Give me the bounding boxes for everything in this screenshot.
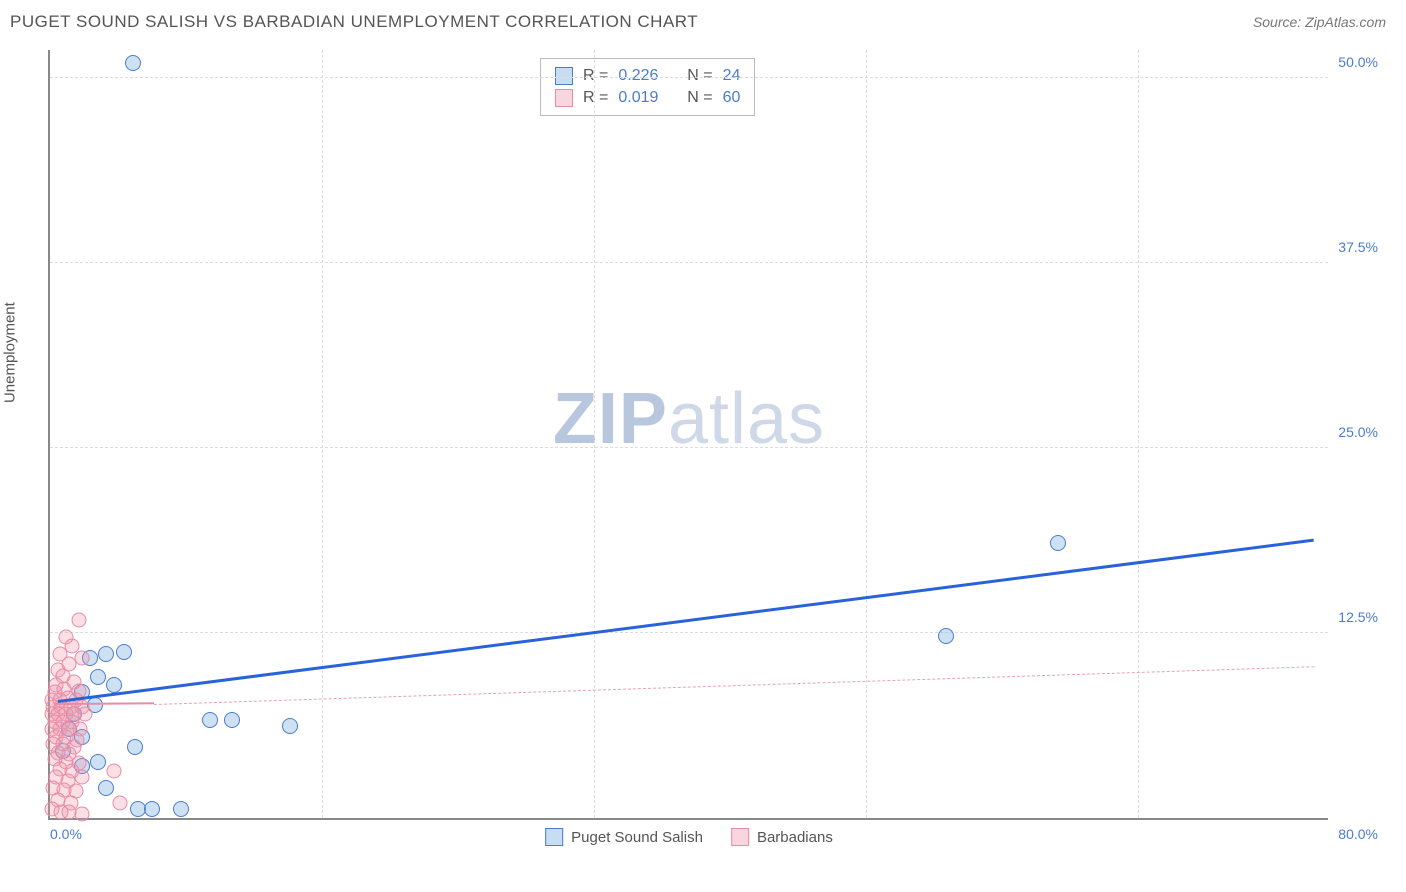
source-label: Source: ZipAtlas.com	[1253, 14, 1386, 30]
legend-swatch	[555, 89, 573, 107]
data-point	[127, 739, 143, 755]
stats-box: R =0.226 N =24R =0.019 N =60	[540, 58, 755, 116]
data-point	[1050, 535, 1066, 551]
legend-swatch	[731, 828, 749, 846]
legend-swatch	[545, 828, 563, 846]
data-point	[116, 644, 132, 660]
data-point	[173, 801, 189, 817]
plot-area: ZIPatlas R =0.226 N =24R =0.019 N =60 Pu…	[48, 50, 1328, 820]
data-point	[106, 677, 122, 693]
stat-r-value: 0.019	[618, 89, 658, 107]
trend-line	[58, 538, 1314, 702]
x-tick-label: 0.0%	[50, 826, 82, 842]
data-point	[107, 763, 122, 778]
y-tick-label: 37.5%	[1338, 239, 1378, 255]
data-point	[202, 712, 218, 728]
chart-container: Unemployment ZIPatlas R =0.226 N =24R =0…	[38, 50, 1378, 840]
gridline	[50, 632, 1328, 633]
data-point	[938, 628, 954, 644]
data-point	[75, 651, 90, 666]
data-point	[224, 712, 240, 728]
stat-n-value: 60	[723, 89, 741, 107]
trend-line	[154, 666, 1314, 705]
gridline	[594, 50, 595, 818]
stat-r-label: R =	[583, 89, 608, 107]
data-point	[282, 718, 298, 734]
data-point	[125, 55, 141, 71]
y-tick-label: 25.0%	[1338, 424, 1378, 440]
gridline	[50, 77, 1328, 78]
y-tick-label: 50.0%	[1338, 54, 1378, 70]
data-point	[90, 754, 106, 770]
gridline	[322, 50, 323, 818]
data-point	[78, 707, 93, 722]
data-point	[113, 796, 128, 811]
gridline	[1138, 50, 1139, 818]
stat-n-label: N =	[687, 89, 712, 107]
data-point	[98, 646, 114, 662]
stat-row: R = 0.019 N = 60	[555, 87, 740, 109]
legend-item: Barbadians	[731, 828, 833, 846]
gridline	[50, 262, 1328, 263]
gridline	[866, 50, 867, 818]
x-tick-label: 80.0%	[1338, 826, 1378, 842]
legend-label: Puget Sound Salish	[571, 829, 703, 846]
gridline	[50, 447, 1328, 448]
data-point	[98, 780, 114, 796]
data-point	[144, 801, 160, 817]
chart-title: PUGET SOUND SALISH VS BARBADIAN UNEMPLOY…	[10, 12, 698, 32]
y-axis-label: Unemployment	[2, 302, 19, 403]
data-point	[75, 769, 90, 784]
data-point	[75, 806, 90, 821]
legend-item: Puget Sound Salish	[545, 828, 703, 846]
bottom-legend: Puget Sound Salish Barbadians	[545, 828, 833, 846]
y-tick-label: 12.5%	[1338, 609, 1378, 625]
data-point	[90, 669, 106, 685]
data-point	[71, 612, 86, 627]
legend-label: Barbadians	[757, 829, 833, 846]
